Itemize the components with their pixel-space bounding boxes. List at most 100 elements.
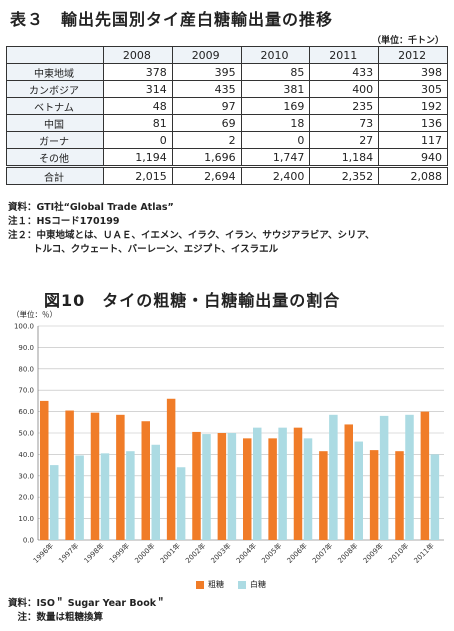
header-year: 2011 [309,46,380,64]
table-row: カンボジア 314 435 381 400 305 [6,80,448,98]
table-cell: 192 [378,97,448,115]
table-cell: 1,194 [103,148,173,167]
bar-raw-sugar [395,451,404,540]
table-row: 中東地域 378 395 85 433 398 [6,63,448,81]
table-cell: 1,184 [309,148,380,167]
table-row: ガーナ 0 2 0 27 117 [6,131,448,149]
table-cell: 1,696 [171,148,242,167]
chart-source: 資料：ISO＂ Sugar Year Book＂ [8,598,166,609]
table-cell: 2 [171,131,242,149]
table-source: 資料：GTI社“Global Trade Atlas” [8,202,174,213]
table-cell: 940 [378,148,448,167]
chart-note: 注：数量は粗糖換算 [8,612,104,623]
table-cell: 69 [171,114,242,132]
table-cell: 73 [309,114,380,132]
bar-raw-sugar [40,400,49,540]
bar-raw-sugar [116,414,125,540]
x-tick-label: 2010年 [386,541,410,565]
bar-white-sugar [329,414,338,540]
bar-raw-sugar [141,421,150,540]
y-tick-label: 50.0 [18,430,34,438]
y-tick-label: 90.0 [18,344,34,352]
table-cell: 18 [240,114,311,132]
row-label-total: 合計 [6,165,104,185]
note-2: 注２：中東地域とは、ＵＡＥ、イエメン、イラク、イラン、サウジアラビア、シリア、 [8,230,375,241]
row-label: カンボジア [6,80,104,98]
table-cell: 1,747 [240,148,311,167]
table-cell: 0 [103,131,173,149]
table-cell: 433 [309,63,380,81]
legend-swatch-white [238,580,246,589]
table-cell: 400 [309,80,380,98]
table-unit: （単位：千トン） [371,36,444,46]
y-tick-label: 40.0 [18,451,34,459]
bar-raw-sugar [166,398,176,540]
header-year: 2009 [171,46,242,64]
table-cell: 169 [240,97,311,115]
table-cell: 81 [103,114,173,132]
bar-white-sugar [50,465,59,540]
table-cell-total: 2,694 [171,165,242,185]
x-tick-label: 2006年 [285,541,309,565]
legend-label-white: 白糖 [250,580,266,589]
table-cell: 395 [171,63,242,81]
table-header-row: 2008 2009 2010 2011 2012 [6,46,448,64]
x-tick-label: 2002年 [183,541,207,565]
y-tick-label: 70.0 [18,387,34,395]
table-cell-total: 2,088 [378,165,448,185]
row-label: 中国 [6,114,104,132]
header-corner [6,46,104,64]
table-row: 中国 81 69 18 73 136 [6,114,448,132]
table-row: ベトナム 48 97 169 235 192 [6,97,448,115]
bar-raw-sugar [344,424,353,540]
table-cell: 48 [103,97,173,115]
bar-white-sugar [253,427,262,540]
bar-raw-sugar [369,450,379,540]
table-cell-total: 2,015 [103,165,173,185]
bar-raw-sugar [217,433,227,540]
table-cell: 314 [103,80,173,98]
bar-white-sugar [405,414,414,540]
sugar-ratio-chart: 0.0 10.0 20.0 30.0 40.0 50.0 60.0 70.0 80.0 90.0 1… [14,323,444,565]
row-label: 中東地域 [6,63,104,81]
table-cell: 136 [378,114,448,132]
x-tick-label: 1997年 [57,541,81,565]
table-notes: 資料：GTI社“Global Trade Atlas” 注１：HSコード1701… [8,201,375,257]
x-tick-label: 2000年 [133,541,157,565]
note-1: 注１：HSコード170199 [8,216,120,227]
bar-white-sugar [430,454,440,540]
header-year: 2008 [103,46,173,64]
bar-raw-sugar [420,411,430,540]
legend-label-raw: 粗糖 [208,580,224,589]
row-label: ベトナム [6,97,104,115]
table-cell: 398 [378,63,448,81]
table-cell: 117 [378,131,448,149]
bar-white-sugar [379,415,389,540]
chart-title: 図10 タイの粗糖・白糖輸出量の割合 [44,291,341,310]
row-label: その他 [6,148,104,167]
bar-raw-sugar [243,438,252,540]
bar-raw-sugar [293,427,303,540]
table-cell: 435 [171,80,242,98]
x-tick-label: 2005年 [260,541,284,565]
table-cell: 378 [103,63,173,81]
x-tick-label: 2011年 [412,541,436,565]
chart-unit: （単位：％） [12,310,57,319]
bar-raw-sugar [65,410,74,540]
y-tick-label: 80.0 [18,365,34,373]
chart-legend: 粗糖 白糖 [196,579,266,590]
bar-white-sugar [354,441,363,540]
table-cell: 85 [240,63,311,81]
table-title: 表３ 輸出先国別タイ産白糖輸出量の推移 [10,10,334,29]
bar-white-sugar [202,434,211,540]
x-tick-label: 2009年 [361,541,385,565]
table-cell: 381 [240,80,311,98]
x-tick-label: 1996年 [31,541,55,565]
table-cell-total: 2,352 [309,165,380,185]
bar-raw-sugar [192,431,201,540]
bar-raw-sugar [268,438,277,540]
header-year: 2010 [240,46,311,64]
bar-white-sugar [126,451,135,540]
y-tick-label: 0.0 [23,537,34,545]
table-cell: 97 [171,97,242,115]
